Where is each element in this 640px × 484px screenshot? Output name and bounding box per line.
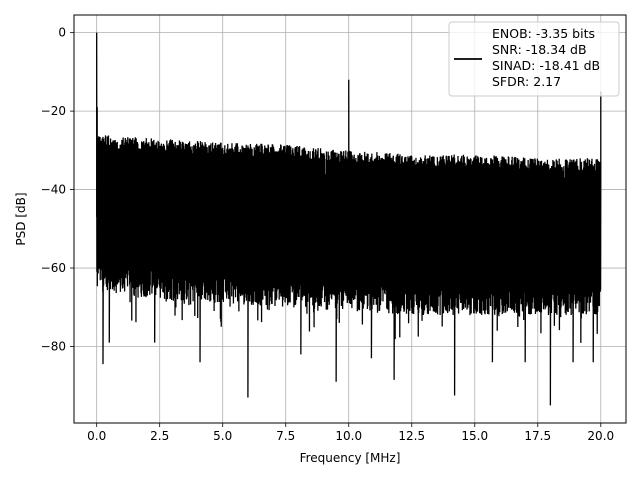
axes-frame — [73, 14, 627, 424]
x-tick-label: 2.5 — [150, 429, 169, 443]
y-axis-label: PSD [dB] — [14, 192, 28, 245]
legend-entry-line: SFDR: 2.17 — [492, 74, 561, 89]
y-axis-ticks: 0 −20 −40 −60 −80 — [41, 26, 74, 354]
y-tick-label: −60 — [41, 261, 66, 275]
legend-entry-line: SNR: -18.34 dB — [492, 42, 587, 57]
x-tick-label: 20.0 — [587, 429, 614, 443]
psd-series-line — [96, 32, 602, 406]
legend-entry-line: SINAD: -18.41 dB — [492, 58, 600, 73]
x-tick-label: 10.0 — [335, 429, 362, 443]
x-axis-ticks: 0.0 2.5 5.0 7.5 10.0 12.5 15.0 17.5 20.0 — [87, 423, 614, 443]
x-tick-label: 17.5 — [524, 429, 551, 443]
y-tick-label: −80 — [41, 340, 66, 354]
x-tick-label: 0.0 — [87, 429, 106, 443]
x-axis-label: Frequency [MHz] — [300, 451, 401, 465]
legend: ENOB: -3.35 bits SNR: -18.34 dB SINAD: -18… — [448, 21, 620, 97]
legend-entry-text: ENOB: -3.35 bits SNR: -18.34 dB SINAD: -18… — [492, 26, 600, 89]
legend-box — [448, 21, 620, 97]
y-tick-label: 0 — [58, 26, 66, 40]
y-tick-label: −20 — [41, 104, 66, 118]
plot-area — [96, 32, 602, 406]
x-tick-label: 12.5 — [398, 429, 425, 443]
y-tick-label: −40 — [41, 183, 66, 197]
x-tick-label: 5.0 — [213, 429, 232, 443]
x-tick-label: 7.5 — [276, 429, 295, 443]
legend-entry-line: ENOB: -3.35 bits — [492, 26, 595, 41]
x-tick-label: 15.0 — [461, 429, 488, 443]
